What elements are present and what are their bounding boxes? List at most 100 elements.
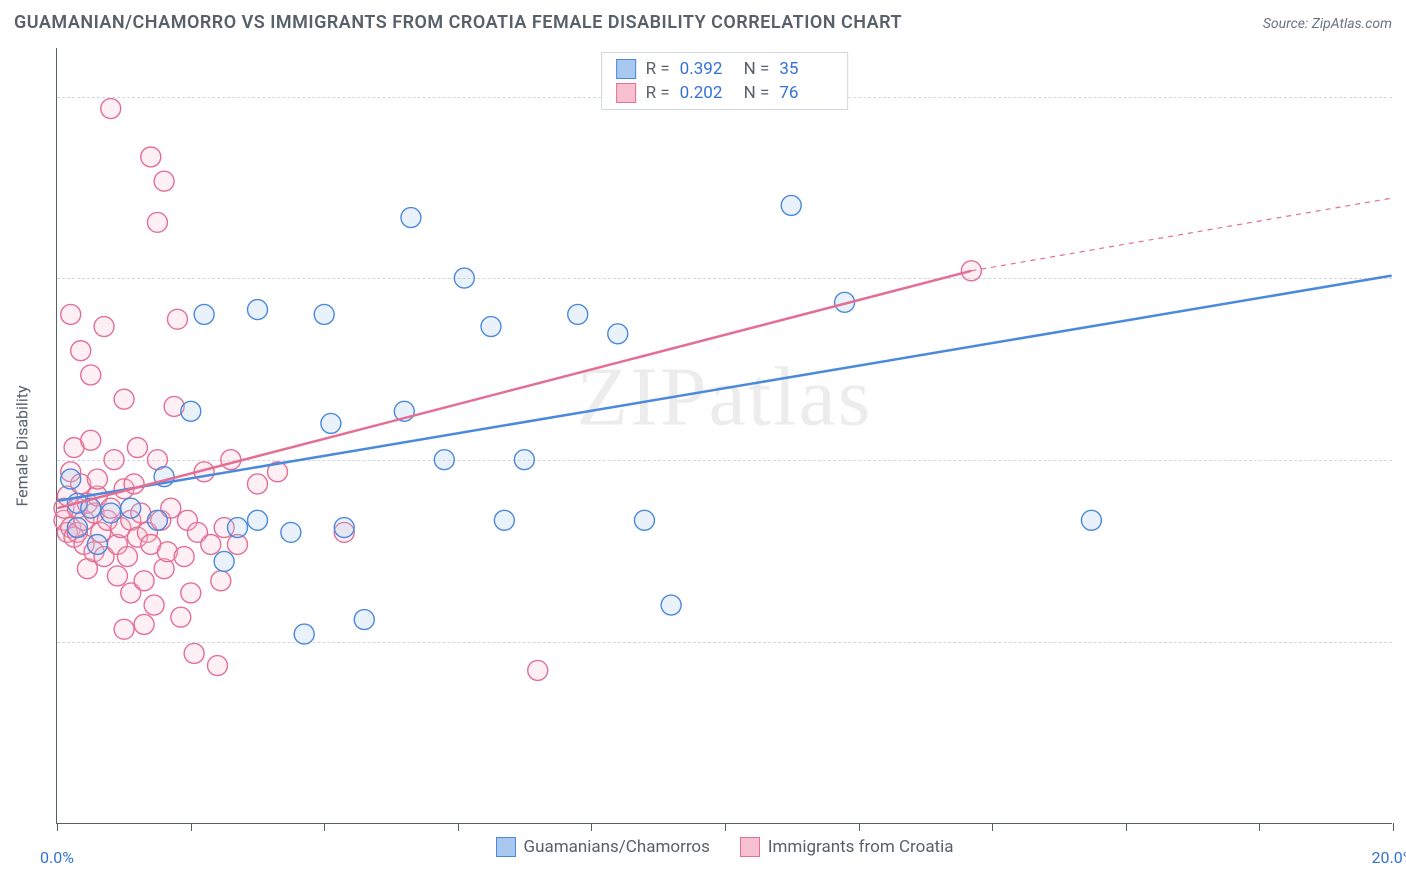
scatter-point	[454, 268, 474, 288]
scatter-point	[94, 317, 114, 337]
scatter-point	[104, 450, 124, 470]
scatter-point	[321, 413, 341, 433]
scatter-point	[608, 324, 628, 344]
scatter-point	[207, 656, 227, 676]
scatter-point	[114, 389, 134, 409]
scatter-point	[194, 304, 214, 324]
scatter-point	[184, 643, 204, 663]
scatter-point	[201, 534, 221, 554]
scatter-point	[61, 469, 81, 489]
scatter-point	[71, 341, 91, 361]
scatter-point	[81, 365, 101, 385]
n-value: 76	[779, 83, 833, 103]
legend-swatch	[740, 837, 760, 857]
x-tick-label: 20.0%	[1372, 848, 1406, 867]
r-label: R =	[646, 59, 670, 79]
y-tick-label: 22.5%	[1402, 269, 1406, 288]
scatter-point	[568, 304, 588, 324]
n-label: N =	[744, 83, 770, 103]
scatter-point	[61, 304, 81, 324]
scatter-point	[248, 510, 268, 530]
n-value: 35	[779, 59, 833, 79]
series-legend: Guamanians/Chamorros Immigrants from Croa…	[495, 837, 953, 857]
scatter-point	[434, 450, 454, 470]
scatter-point	[314, 304, 334, 324]
title-bar: GUAMANIAN/CHAMORRO VS IMMIGRANTS FROM CR…	[14, 12, 1392, 33]
scatter-point	[281, 522, 301, 542]
scatter-point	[144, 595, 164, 615]
scatter-point	[481, 317, 501, 337]
scatter-point	[528, 660, 548, 680]
scatter-point	[134, 571, 154, 591]
scatter-point	[214, 551, 234, 571]
legend-swatch	[616, 59, 636, 79]
series-label: Guamanians/Chamorros	[523, 837, 709, 857]
x-tick	[725, 823, 726, 831]
series-label: Immigrants from Croatia	[768, 837, 954, 857]
scatter-point	[87, 534, 107, 554]
r-label: R =	[646, 83, 670, 103]
scatter-point	[127, 438, 147, 458]
chart-title: GUAMANIAN/CHAMORRO VS IMMIGRANTS FROM CR…	[14, 12, 902, 33]
scatter-point	[174, 547, 194, 567]
x-tick	[859, 823, 860, 831]
y-tick-label: 7.5%	[1402, 633, 1406, 652]
scatter-point	[81, 430, 101, 450]
scatter-point	[634, 510, 654, 530]
scatter-point	[1081, 510, 1101, 530]
x-tick	[1393, 823, 1394, 831]
legend-swatch	[616, 83, 636, 103]
r-value: 0.392	[680, 59, 734, 79]
trend-line-extension	[971, 198, 1391, 271]
scatter-point	[181, 583, 201, 603]
source-label: Source: ZipAtlas.com	[1263, 16, 1392, 32]
chart-container: GUAMANIAN/CHAMORRO VS IMMIGRANTS FROM CR…	[0, 0, 1406, 892]
scatter-point	[141, 147, 161, 167]
y-axis-label: Female Disability	[13, 385, 32, 506]
x-tick	[57, 823, 58, 831]
scatter-point	[334, 518, 354, 538]
x-tick-label: 0.0%	[40, 848, 74, 867]
scatter-point	[117, 547, 137, 567]
correlation-legend: R = 0.392 N = 35 R = 0.202 N = 76	[601, 52, 849, 110]
x-tick	[324, 823, 325, 831]
scatter-point	[221, 450, 241, 470]
scatter-point	[87, 469, 107, 489]
x-tick	[191, 823, 192, 831]
scatter-point	[294, 624, 314, 644]
y-tick-label: 30.0%	[1402, 87, 1406, 106]
scatter-point	[101, 99, 121, 119]
legend-swatch	[495, 837, 515, 857]
scatter-point	[107, 566, 127, 586]
scatter-point	[167, 309, 187, 329]
scatter-point	[114, 619, 134, 639]
scatter-point	[354, 610, 374, 630]
x-tick	[1126, 823, 1127, 831]
scatter-point	[514, 450, 534, 470]
plot-area: ZIPatlas R =0.392N =35R =0.202N =76 Guam…	[56, 48, 1392, 824]
scatter-point	[171, 607, 191, 627]
scatter-point	[147, 212, 167, 232]
scatter-point	[134, 614, 154, 634]
x-tick	[591, 823, 592, 831]
x-tick	[992, 823, 993, 831]
x-tick	[1259, 823, 1260, 831]
scatter-point	[248, 474, 268, 494]
scatter-point	[101, 503, 121, 523]
correlation-legend-row: R = 0.392 N = 35	[616, 57, 834, 81]
chart-svg	[57, 48, 1392, 823]
scatter-point	[121, 498, 141, 518]
y-tick-label: 15.0%	[1402, 451, 1406, 470]
series-legend-item: Guamanians/Chamorros	[495, 837, 709, 857]
scatter-point	[67, 518, 87, 538]
scatter-point	[401, 208, 421, 228]
scatter-point	[494, 510, 514, 530]
series-legend-item: Immigrants from Croatia	[740, 837, 954, 857]
n-label: N =	[744, 59, 770, 79]
scatter-point	[661, 595, 681, 615]
scatter-point	[248, 300, 268, 320]
scatter-point	[781, 195, 801, 215]
r-value: 0.202	[680, 83, 734, 103]
correlation-legend-row: R = 0.202 N = 76	[616, 81, 834, 105]
trend-line	[57, 271, 971, 508]
